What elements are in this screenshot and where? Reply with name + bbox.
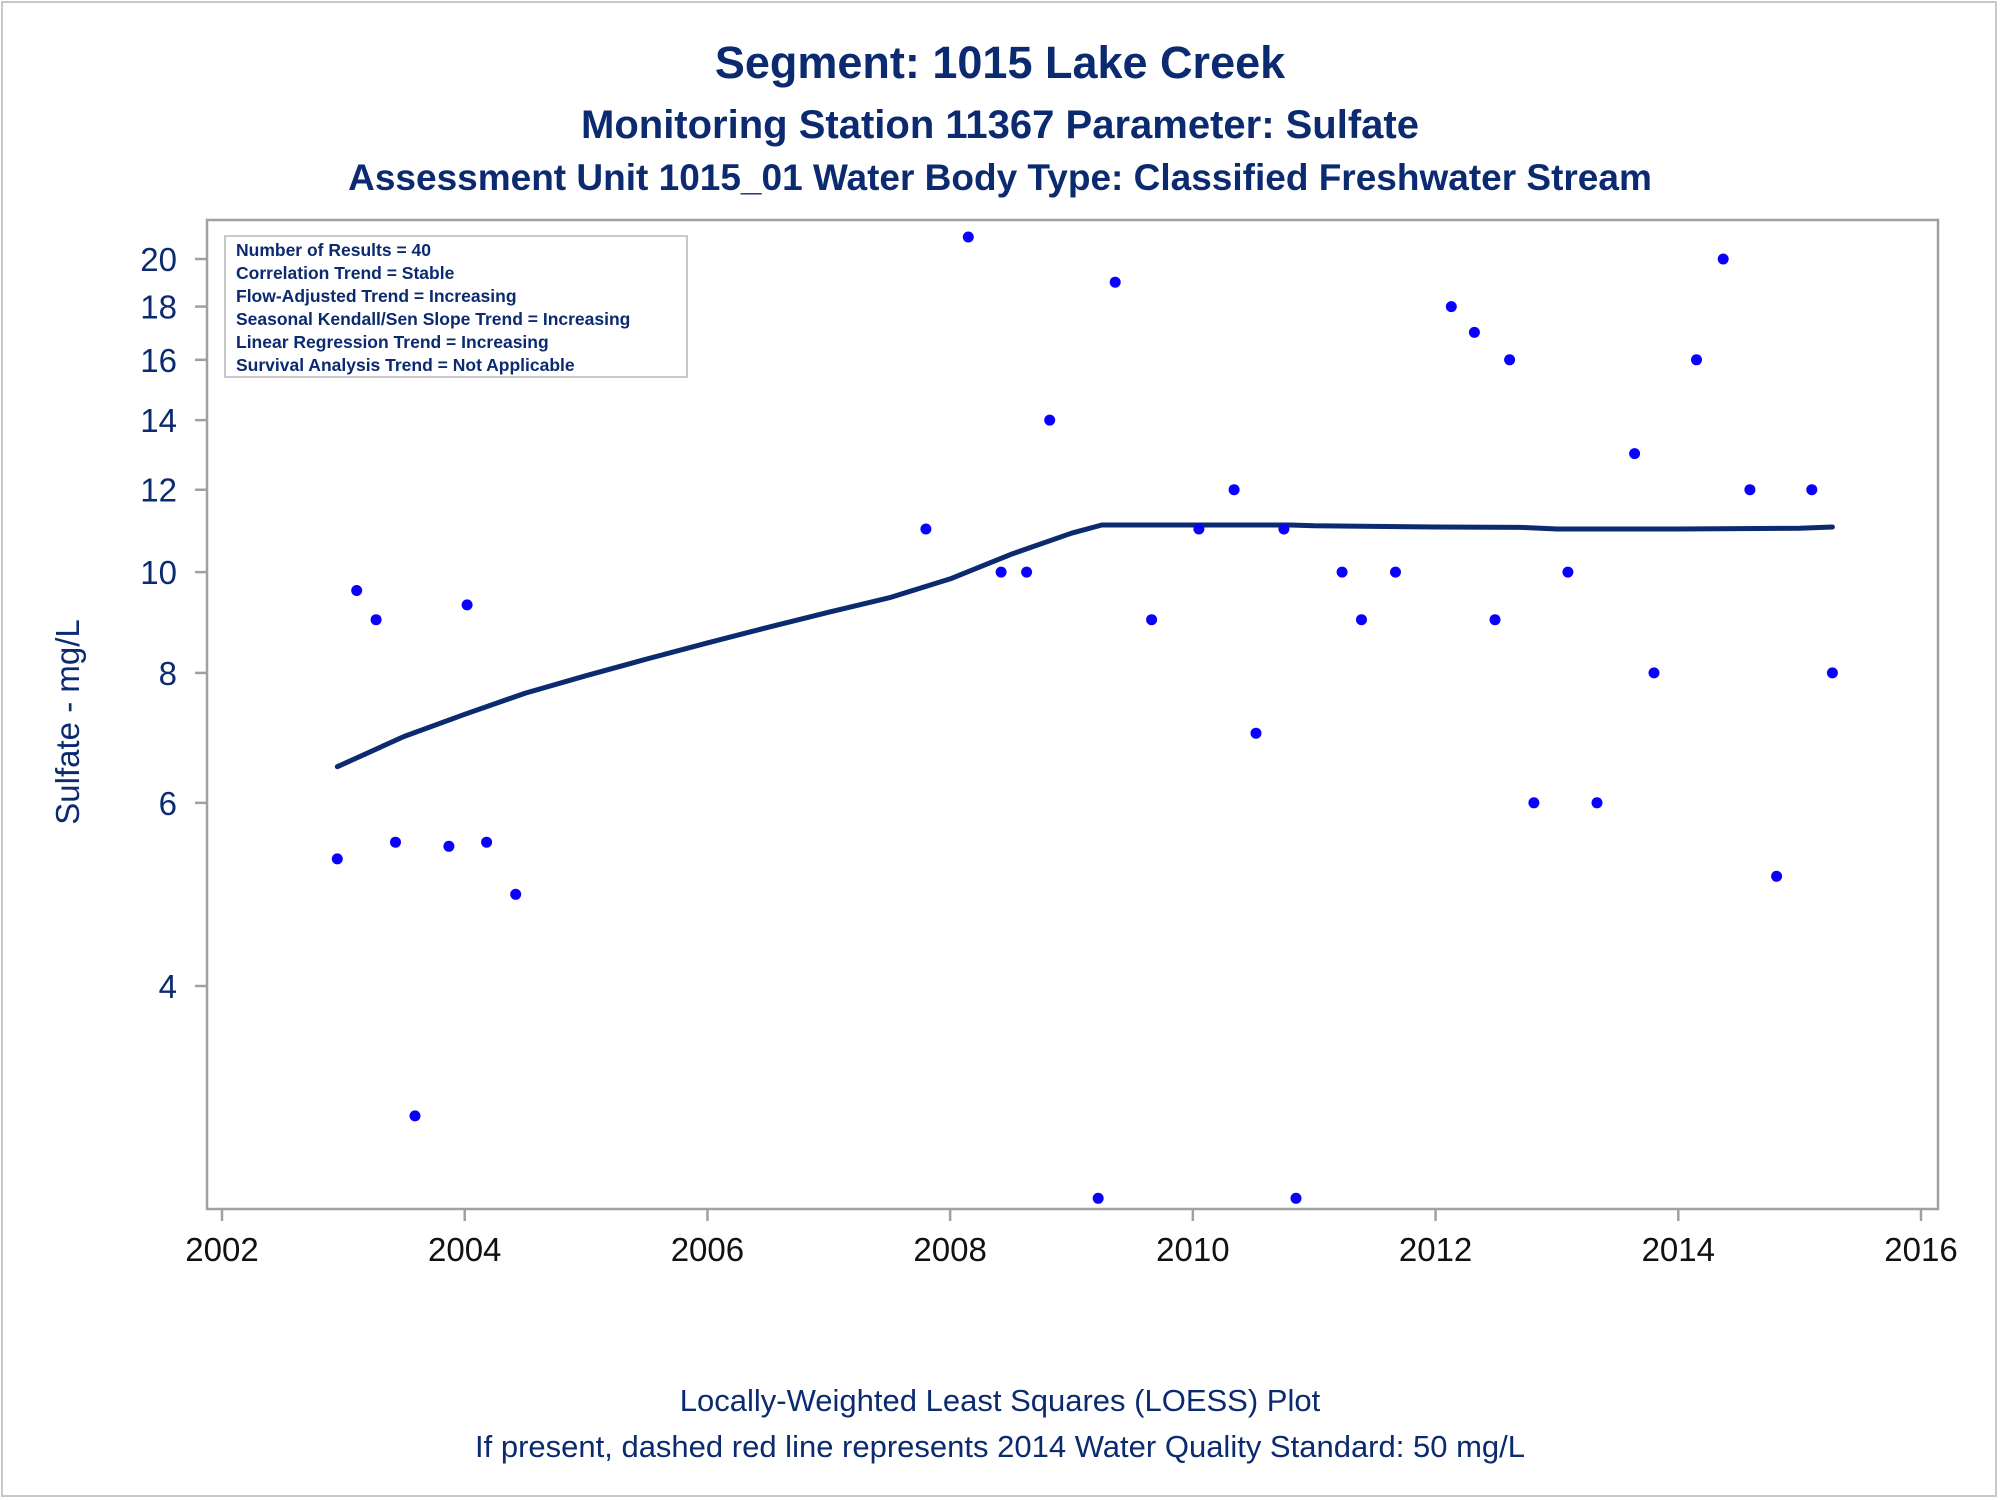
data-point [1228, 484, 1240, 496]
data-point [995, 566, 1007, 578]
data-point [1250, 727, 1262, 739]
data-point [962, 231, 974, 243]
stats-line-seasonal-kendall: Seasonal Kendall/Sen Slope Trend = Incre… [236, 309, 630, 329]
stats-line-results: Number of Results = 40 [236, 240, 431, 260]
y-tick-label: 20 [140, 241, 177, 278]
data-point [1744, 484, 1756, 496]
stats-line-correlation: Correlation Trend = Stable [236, 263, 455, 283]
data-point [331, 853, 343, 865]
data-point [1468, 326, 1480, 338]
x-tick-label: 2010 [1156, 1231, 1229, 1268]
data-point [1648, 667, 1660, 679]
data-point [1528, 797, 1540, 809]
x-tick-label: 2004 [428, 1231, 501, 1268]
data-point [1044, 414, 1056, 426]
data-point [370, 614, 382, 626]
data-point [1562, 566, 1574, 578]
y-tick-label: 10 [140, 554, 177, 591]
data-point [443, 840, 455, 852]
y-axis-label: Sulfate - mg/L [49, 619, 86, 824]
data-point [461, 599, 473, 611]
stats-legend-box: Number of Results = 40 Correlation Trend… [224, 235, 688, 378]
data-point [1591, 797, 1603, 809]
footnote-standard: If present, dashed red line represents 2… [475, 1429, 1525, 1464]
chart-subtitle-assessment: Assessment Unit 1015_01 Water Body Type:… [348, 157, 1652, 198]
data-point [1146, 614, 1158, 626]
x-axis: 2002 2004 2006 2008 2010 2012 2014 2016 [185, 1209, 1958, 1268]
data-point [1193, 523, 1205, 535]
footnote-loess: Locally-Weighted Least Squares (LOESS) P… [680, 1383, 1321, 1418]
data-point [1629, 448, 1641, 460]
y-tick-label: 6 [159, 785, 177, 822]
y-tick-label: 18 [140, 289, 177, 326]
data-point [351, 585, 363, 596]
data-point [390, 836, 401, 848]
data-point [920, 523, 932, 535]
x-tick-label: 2014 [1642, 1231, 1715, 1268]
data-point [1504, 354, 1516, 366]
y-tick-label: 16 [140, 342, 177, 379]
data-points-group [331, 231, 1838, 1204]
x-tick-label: 2016 [1884, 1231, 1957, 1268]
data-point [481, 836, 493, 848]
data-point [1806, 484, 1818, 496]
plot-area-border [205, 218, 1940, 1211]
chart-title: Segment: 1015 Lake Creek [715, 37, 1286, 88]
loess-line [334, 522, 1835, 770]
data-point [1109, 276, 1121, 288]
data-point [1445, 301, 1457, 313]
data-point [1390, 566, 1401, 578]
data-point [1826, 667, 1838, 679]
data-point [1717, 253, 1729, 265]
data-point [1290, 1192, 1302, 1204]
data-point [510, 888, 522, 900]
loess-line-group [334, 522, 1835, 770]
y-tick-label: 12 [140, 472, 177, 509]
data-point [1336, 566, 1348, 578]
x-tick-label: 2012 [1399, 1231, 1472, 1268]
stats-line-flow-adjusted: Flow-Adjusted Trend = Increasing [236, 286, 517, 306]
data-point [1771, 870, 1783, 882]
y-axis: 4 6 8 10 12 14 16 18 20 [140, 241, 207, 1005]
y-tick-label: 14 [140, 402, 177, 439]
data-point [1278, 523, 1290, 535]
data-point [1356, 614, 1367, 626]
x-tick-label: 2002 [185, 1231, 258, 1268]
data-point [1021, 566, 1033, 578]
data-point [1691, 354, 1702, 366]
data-point [409, 1110, 421, 1122]
data-point [1092, 1192, 1104, 1204]
x-tick-label: 2006 [671, 1231, 744, 1268]
chart-subtitle-station: Monitoring Station 11367 Parameter: Sulf… [581, 103, 1419, 147]
stats-line-linear-regression: Linear Regression Trend = Increasing [236, 332, 549, 352]
data-point [1489, 614, 1501, 626]
y-tick-label: 4 [159, 968, 177, 1005]
y-tick-label: 8 [159, 655, 177, 692]
stats-line-survival: Survival Analysis Trend = Not Applicable [236, 355, 575, 375]
x-tick-label: 2008 [913, 1231, 986, 1268]
